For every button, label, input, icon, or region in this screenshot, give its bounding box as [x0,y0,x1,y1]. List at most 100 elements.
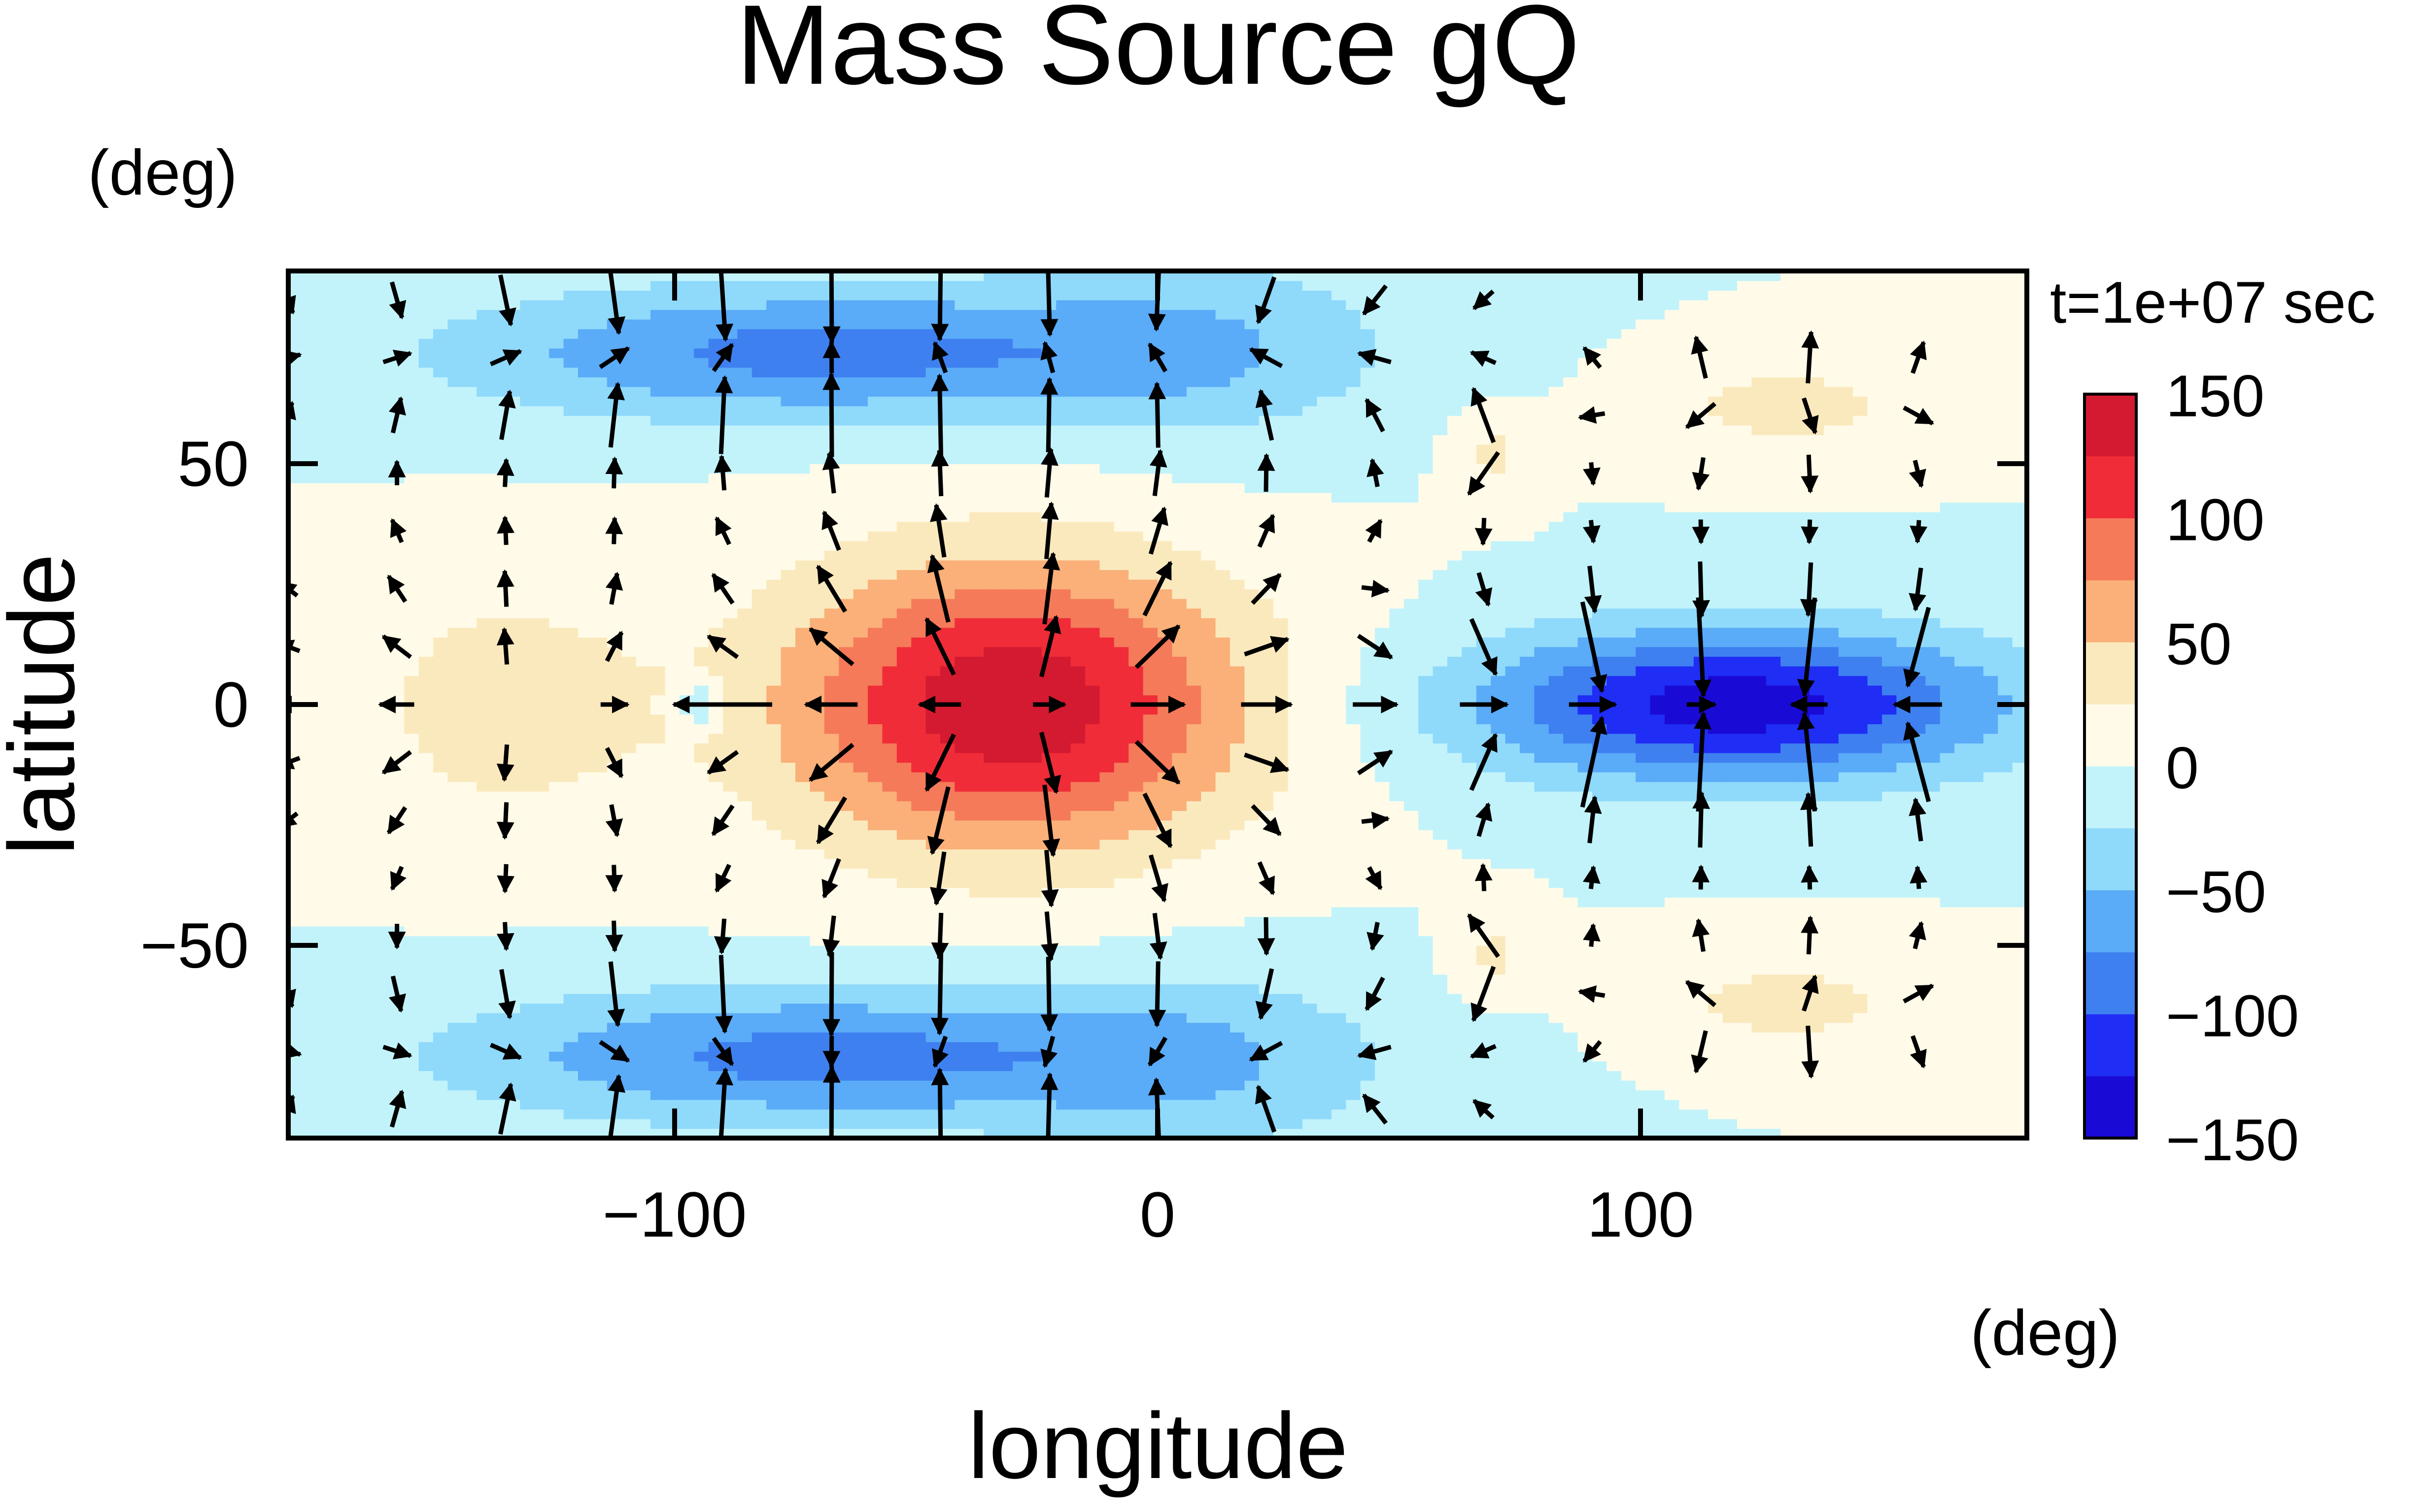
heatmap-cell [1070,1090,1086,1100]
heatmap-cell [346,974,361,984]
heatmap-cell [1288,1051,1303,1062]
heatmap-cell [1606,907,1622,917]
heatmap-cell [418,955,434,965]
heatmap-cell [563,1032,579,1042]
heatmap-cell [1969,955,1984,965]
heatmap-cell [1983,1042,1998,1052]
heatmap-cell [824,781,839,792]
heatmap-cell [1867,993,1882,1004]
heatmap-cell [1592,1118,1607,1129]
heatmap-cell [1998,1109,2013,1119]
heatmap-cell [896,1080,912,1091]
heatmap-cell [1969,762,1984,773]
heatmap-cell [1346,945,1361,956]
heatmap-cell [433,926,448,937]
heatmap-cell [1577,1003,1593,1013]
heatmap-cell [491,1080,506,1091]
heatmap-cell [1896,1118,1912,1129]
heatmap-cell [462,1061,477,1071]
heatmap-cell [1505,1042,1520,1052]
heatmap-cell [1433,1042,1448,1052]
heatmap-cell [1780,781,1796,792]
heatmap-cell [694,974,709,984]
heatmap-cell [332,984,347,994]
heatmap-cell [1302,743,1318,753]
heatmap-cell [795,781,811,792]
heatmap-cell [1606,781,1622,792]
heatmap-cell [1389,878,1404,888]
heatmap-cell [882,781,897,792]
heatmap-cell [752,849,767,859]
heatmap-cell [1867,1061,1882,1071]
heatmap-cell [1389,1022,1404,1033]
heatmap-cell [1534,965,1549,975]
heatmap-cell [1983,1071,1998,1081]
heatmap-cell [1114,810,1129,821]
heatmap-cell [955,1051,970,1062]
heatmap-cell [1070,955,1086,965]
heatmap-cell [361,791,376,802]
heatmap-cell [839,965,854,975]
heatmap-cell [303,907,318,917]
heatmap-cell [549,743,564,753]
heatmap-cell [1650,868,1665,878]
heatmap-cell [824,743,839,753]
heatmap-cell [1389,984,1404,994]
heatmap-cell [911,955,926,965]
heatmap-cell [1273,791,1289,802]
heatmap-cell [404,1109,419,1119]
heatmap-cell [1143,1118,1158,1129]
heatmap-cell [621,830,637,840]
heatmap-cell [1056,772,1071,782]
heatmap-cell [723,849,738,859]
heatmap-cell [1172,849,1187,859]
heatmap-cell [1013,1051,1028,1062]
heatmap-cell [1592,945,1607,956]
heatmap-cell [1317,1012,1332,1023]
heatmap-cell [404,1012,419,1023]
heatmap-cell [1505,1080,1520,1091]
heatmap-cell [389,887,405,898]
heatmap-cell [1302,810,1318,821]
heatmap-cell [1273,858,1289,869]
heatmap-cell [984,762,999,773]
heatmap-cell [1331,1042,1346,1052]
heatmap-cell [1331,868,1346,878]
heatmap-cell [375,1071,390,1081]
heatmap-cell [2012,897,2027,907]
heatmap-cell [1838,820,1853,831]
heatmap-cell [810,887,825,898]
heatmap-cell [418,781,434,792]
heatmap-cell [1056,743,1071,753]
heatmap-cell [679,1012,694,1023]
heatmap-cell [781,781,796,792]
heatmap-cell [491,781,506,792]
heatmap-cell [317,936,332,946]
heatmap-cell [578,916,593,927]
heatmap-cell [1215,887,1230,898]
heatmap-cell [1346,1061,1361,1071]
heatmap-cell [1882,936,1897,946]
heatmap-cell [1795,974,1810,984]
heatmap-cell [723,839,738,850]
heatmap-cell [1403,926,1419,937]
heatmap-cell [1577,1080,1593,1091]
heatmap-cell [1520,1109,1535,1119]
heatmap-cell [418,733,434,744]
heatmap-cell [1360,1032,1375,1042]
heatmap-cell [303,965,318,975]
heatmap-cell [1346,801,1361,811]
heatmap-cell [1433,1080,1448,1091]
heatmap-cell [1186,945,1201,956]
heatmap-cell [1969,752,1984,763]
heatmap-cell [1592,1109,1607,1119]
heatmap-cell [650,839,666,850]
heatmap-cell [1737,772,1752,782]
heatmap-cell [1158,965,1173,975]
heatmap-cell [1925,1080,1941,1091]
heatmap-cell [404,1099,419,1110]
heatmap-cell [361,916,376,927]
heatmap-cell [1810,839,1825,850]
heatmap-cell [1418,974,1434,984]
heatmap-cell [1070,849,1086,859]
